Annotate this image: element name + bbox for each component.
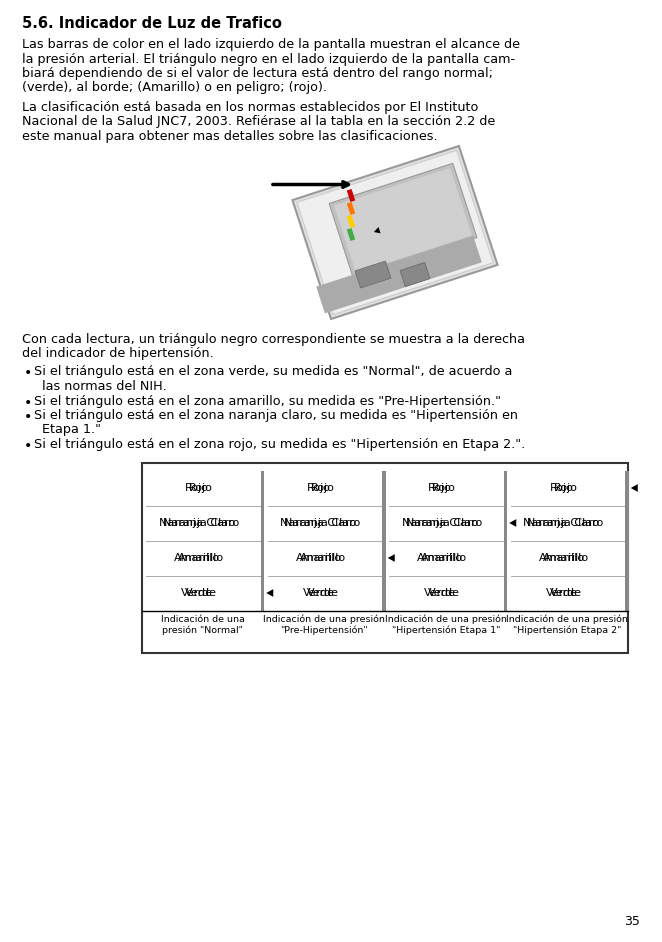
Text: Amarillo: Amarillo <box>417 553 463 563</box>
Text: Rojo: Rojo <box>553 483 577 493</box>
Text: "Pre-Hipertensión": "Pre-Hipertensión" <box>281 625 368 635</box>
Bar <box>142 463 628 653</box>
Text: Con cada lectura, un triángulo negro correspondiente se muestra a la derecha: Con cada lectura, un triángulo negro cor… <box>22 333 525 346</box>
Text: Verde: Verde <box>428 588 460 598</box>
Polygon shape <box>509 519 516 527</box>
Text: (verde), al borde; (Amarillo) o en peligro; (rojo).: (verde), al borde; (Amarillo) o en pelig… <box>22 82 327 94</box>
Text: Naranja Claro: Naranja Claro <box>524 518 600 528</box>
Polygon shape <box>388 554 395 561</box>
Text: 5.6. Indicador de Luz de Trafico: 5.6. Indicador de Luz de Trafico <box>22 16 282 31</box>
Text: Naranja Claro: Naranja Claro <box>163 518 239 528</box>
Polygon shape <box>631 484 638 492</box>
Text: Verde: Verde <box>303 588 334 598</box>
Polygon shape <box>316 236 482 314</box>
Text: Naranja Claro: Naranja Claro <box>281 518 357 528</box>
Text: "Hipertensión Etapa 2": "Hipertensión Etapa 2" <box>513 625 622 635</box>
Text: del indicador de hipertensión.: del indicador de hipertensión. <box>22 347 214 360</box>
Polygon shape <box>400 263 430 286</box>
Text: •: • <box>24 410 32 424</box>
Text: Si el triángulo está en el zona amarillo, su medida es "Pre-Hipertensión.": Si el triángulo está en el zona amarillo… <box>34 395 501 408</box>
Text: Amarillo: Amarillo <box>421 553 467 563</box>
Text: Verde: Verde <box>424 588 456 598</box>
Bar <box>504 470 507 610</box>
Text: Indicación de una presión: Indicación de una presión <box>263 614 385 624</box>
Text: este manual para obtener mas detalles sobre las clasificaciones.: este manual para obtener mas detalles so… <box>22 130 438 143</box>
Bar <box>625 470 629 610</box>
Text: Si el triángulo está en el zona rojo, su medida es "Hipertensión en Etapa 2.".: Si el triángulo está en el zona rojo, su… <box>34 438 525 451</box>
Text: Verde: Verde <box>307 588 338 598</box>
Text: Amarillo: Amarillo <box>174 553 220 563</box>
Text: Naranja Claro: Naranja Claro <box>285 518 361 528</box>
Text: Indicación de una: Indicación de una <box>161 614 245 624</box>
Bar <box>382 470 386 610</box>
Text: Etapa 1.": Etapa 1." <box>42 424 101 436</box>
Text: Amarillo: Amarillo <box>299 553 346 563</box>
Text: Verde: Verde <box>545 588 577 598</box>
Text: Rojo: Rojo <box>307 483 330 493</box>
Text: Naranja Claro: Naranja Claro <box>402 518 478 528</box>
Polygon shape <box>329 163 477 278</box>
Text: "Hipertensión Etapa 1": "Hipertensión Etapa 1" <box>391 625 500 635</box>
Text: la presión arterial. El triángulo negro en el lado izquierdo de la pantalla cam-: la presión arterial. El triángulo negro … <box>22 53 515 66</box>
Text: 35: 35 <box>624 915 640 928</box>
Text: Amarillo: Amarillo <box>538 553 585 563</box>
Text: Rojo: Rojo <box>428 483 452 493</box>
Text: Rojo: Rojo <box>185 483 209 493</box>
Text: Verde: Verde <box>185 588 217 598</box>
Polygon shape <box>297 151 493 315</box>
Text: Naranja Claro: Naranja Claro <box>159 518 235 528</box>
Polygon shape <box>334 168 472 273</box>
Text: •: • <box>24 439 32 453</box>
Text: presión "Normal": presión "Normal" <box>162 625 243 635</box>
Text: Nacional de la Salud JNC7, 2003. Refiérase al la tabla en la sección 2.2 de: Nacional de la Salud JNC7, 2003. Refiéra… <box>22 116 495 128</box>
Text: las normas del NIH.: las normas del NIH. <box>42 380 167 393</box>
Polygon shape <box>347 189 355 202</box>
Text: La clasificación está basada en los normas establecidos por El Instituto: La clasificación está basada en los norm… <box>22 101 479 114</box>
Text: Indicación de una presión: Indicación de una presión <box>506 614 628 624</box>
Text: Naranja Claro: Naranja Claro <box>406 518 482 528</box>
Text: Indicación de una presión: Indicación de una presión <box>385 614 506 624</box>
Polygon shape <box>355 261 391 288</box>
Polygon shape <box>266 589 273 597</box>
Polygon shape <box>293 146 498 319</box>
Text: Si el triángulo está en el zona verde, su medida es "Normal", de acuerdo a: Si el triángulo está en el zona verde, s… <box>34 365 512 379</box>
Text: Amarillo: Amarillo <box>178 553 224 563</box>
Text: Amarillo: Amarillo <box>295 553 342 563</box>
Polygon shape <box>347 215 355 228</box>
Text: Verde: Verde <box>549 588 581 598</box>
Text: Amarillo: Amarillo <box>542 553 589 563</box>
Text: Rojo: Rojo <box>432 483 456 493</box>
Text: Verde: Verde <box>181 588 213 598</box>
Text: Rojo: Rojo <box>189 483 213 493</box>
Bar <box>261 470 264 610</box>
Text: •: • <box>24 396 32 410</box>
Polygon shape <box>374 227 381 234</box>
Polygon shape <box>347 202 355 215</box>
Text: Rojo: Rojo <box>549 483 573 493</box>
Text: Las barras de color en el lado izquierdo de la pantalla muestran el alcance de: Las barras de color en el lado izquierdo… <box>22 38 520 51</box>
Text: •: • <box>24 366 32 381</box>
Text: Si el triángulo está en el zona naranja claro, su medida es "Hipertensión en: Si el triángulo está en el zona naranja … <box>34 409 518 422</box>
Text: Naranja Claro: Naranja Claro <box>528 518 604 528</box>
Text: Rojo: Rojo <box>310 483 334 493</box>
Polygon shape <box>347 228 355 241</box>
Text: biará dependiendo de si el valor de lectura está dentro del rango normal;: biará dependiendo de si el valor de lect… <box>22 67 493 80</box>
